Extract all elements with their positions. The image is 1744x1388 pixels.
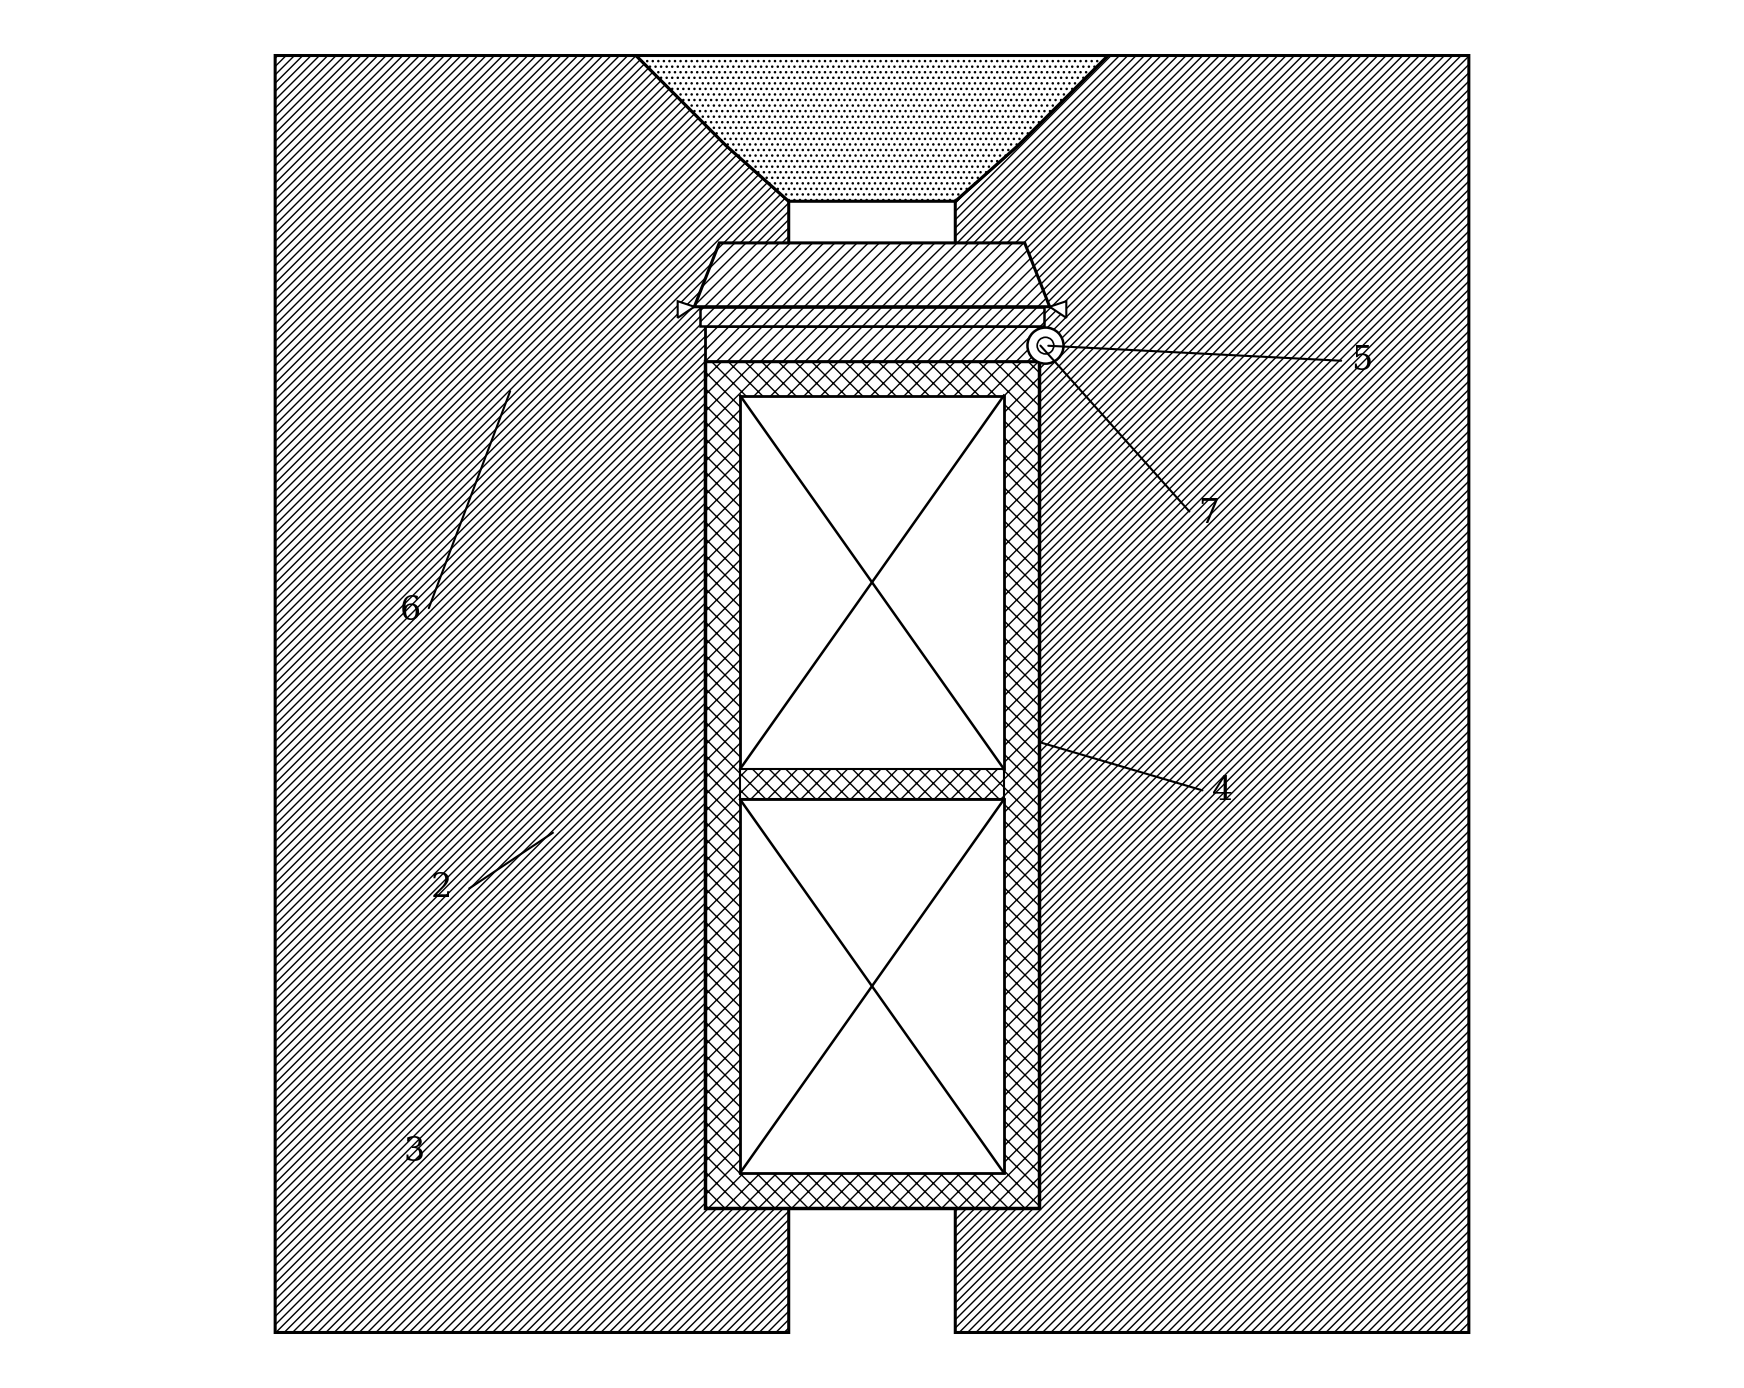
Bar [705,326,1039,361]
Bar [705,361,1039,1208]
Text: 2: 2 [431,872,452,905]
Polygon shape [678,301,694,318]
Bar [739,396,1005,769]
Text: 5: 5 [1352,344,1373,378]
Text: 7: 7 [1198,497,1219,530]
Bar [739,769,1005,799]
Polygon shape [637,56,1107,201]
Polygon shape [276,56,788,1332]
Polygon shape [956,56,1468,1332]
Bar [699,307,1045,326]
Circle shape [1038,337,1053,354]
Text: 6: 6 [399,594,420,627]
Text: 3: 3 [403,1135,424,1169]
Circle shape [1027,328,1064,364]
Polygon shape [1050,301,1066,318]
Polygon shape [694,243,1050,307]
Text: 4: 4 [1212,775,1233,808]
Bar [739,799,1005,1173]
